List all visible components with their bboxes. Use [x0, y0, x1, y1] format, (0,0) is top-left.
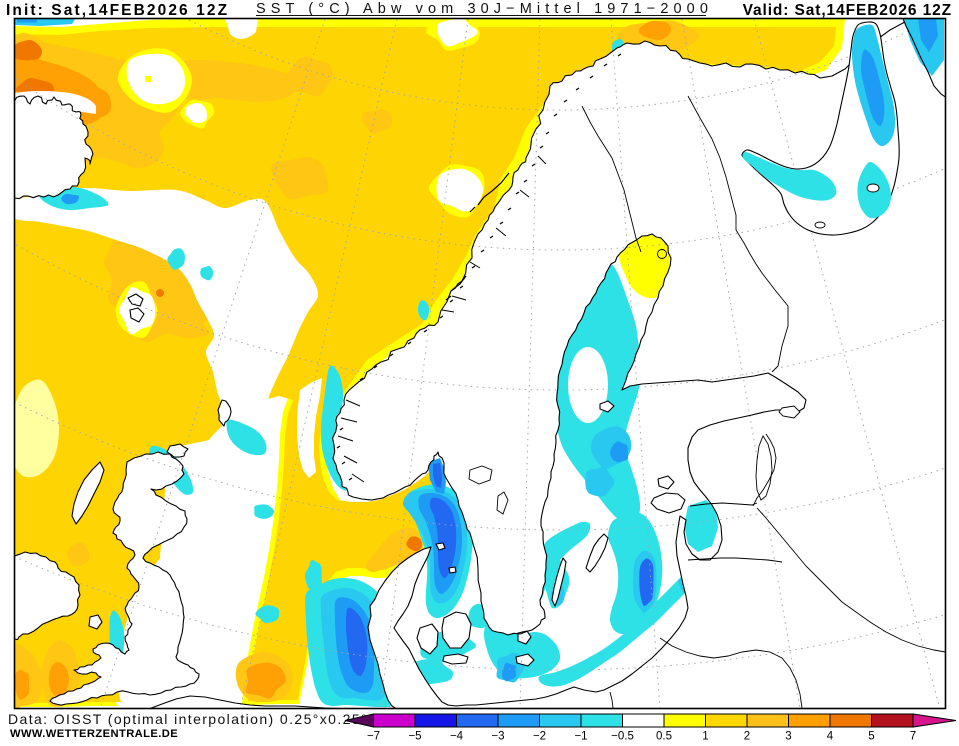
- svg-text:−2: −2: [533, 731, 546, 742]
- svg-text:Data: OISST (optimal interpola: Data: OISST (optimal interpolation) 0.25…: [8, 711, 409, 727]
- svg-text:5: 5: [868, 731, 874, 742]
- svg-text:Valid: Sat,14FEB2026 12Z: Valid: Sat,14FEB2026 12Z: [743, 2, 952, 19]
- svg-text:0.5: 0.5: [656, 731, 672, 742]
- svg-text:4: 4: [827, 731, 834, 742]
- svg-text:WWW.WETTERZENTRALE.DE: WWW.WETTERZENTRALE.DE: [10, 728, 178, 740]
- svg-text:1: 1: [702, 731, 708, 742]
- svg-text:−4: −4: [450, 731, 464, 742]
- svg-text:3: 3: [785, 731, 791, 742]
- svg-text:−7: −7: [367, 731, 380, 742]
- svg-text:Init: Sat,14FEB2026 12Z: Init: Sat,14FEB2026 12Z: [6, 2, 229, 19]
- svg-text:−0.5: −0.5: [611, 731, 634, 742]
- svg-text:2: 2: [744, 731, 750, 742]
- svg-text:−5: −5: [408, 731, 421, 742]
- svg-text:SST (°C) Abw vom 30J−Mittel 19: SST (°C) Abw vom 30J−Mittel 1971−2000: [256, 1, 713, 17]
- svg-text:7: 7: [910, 731, 916, 742]
- svg-text:−3: −3: [491, 731, 504, 742]
- svg-text:−1: −1: [574, 731, 587, 742]
